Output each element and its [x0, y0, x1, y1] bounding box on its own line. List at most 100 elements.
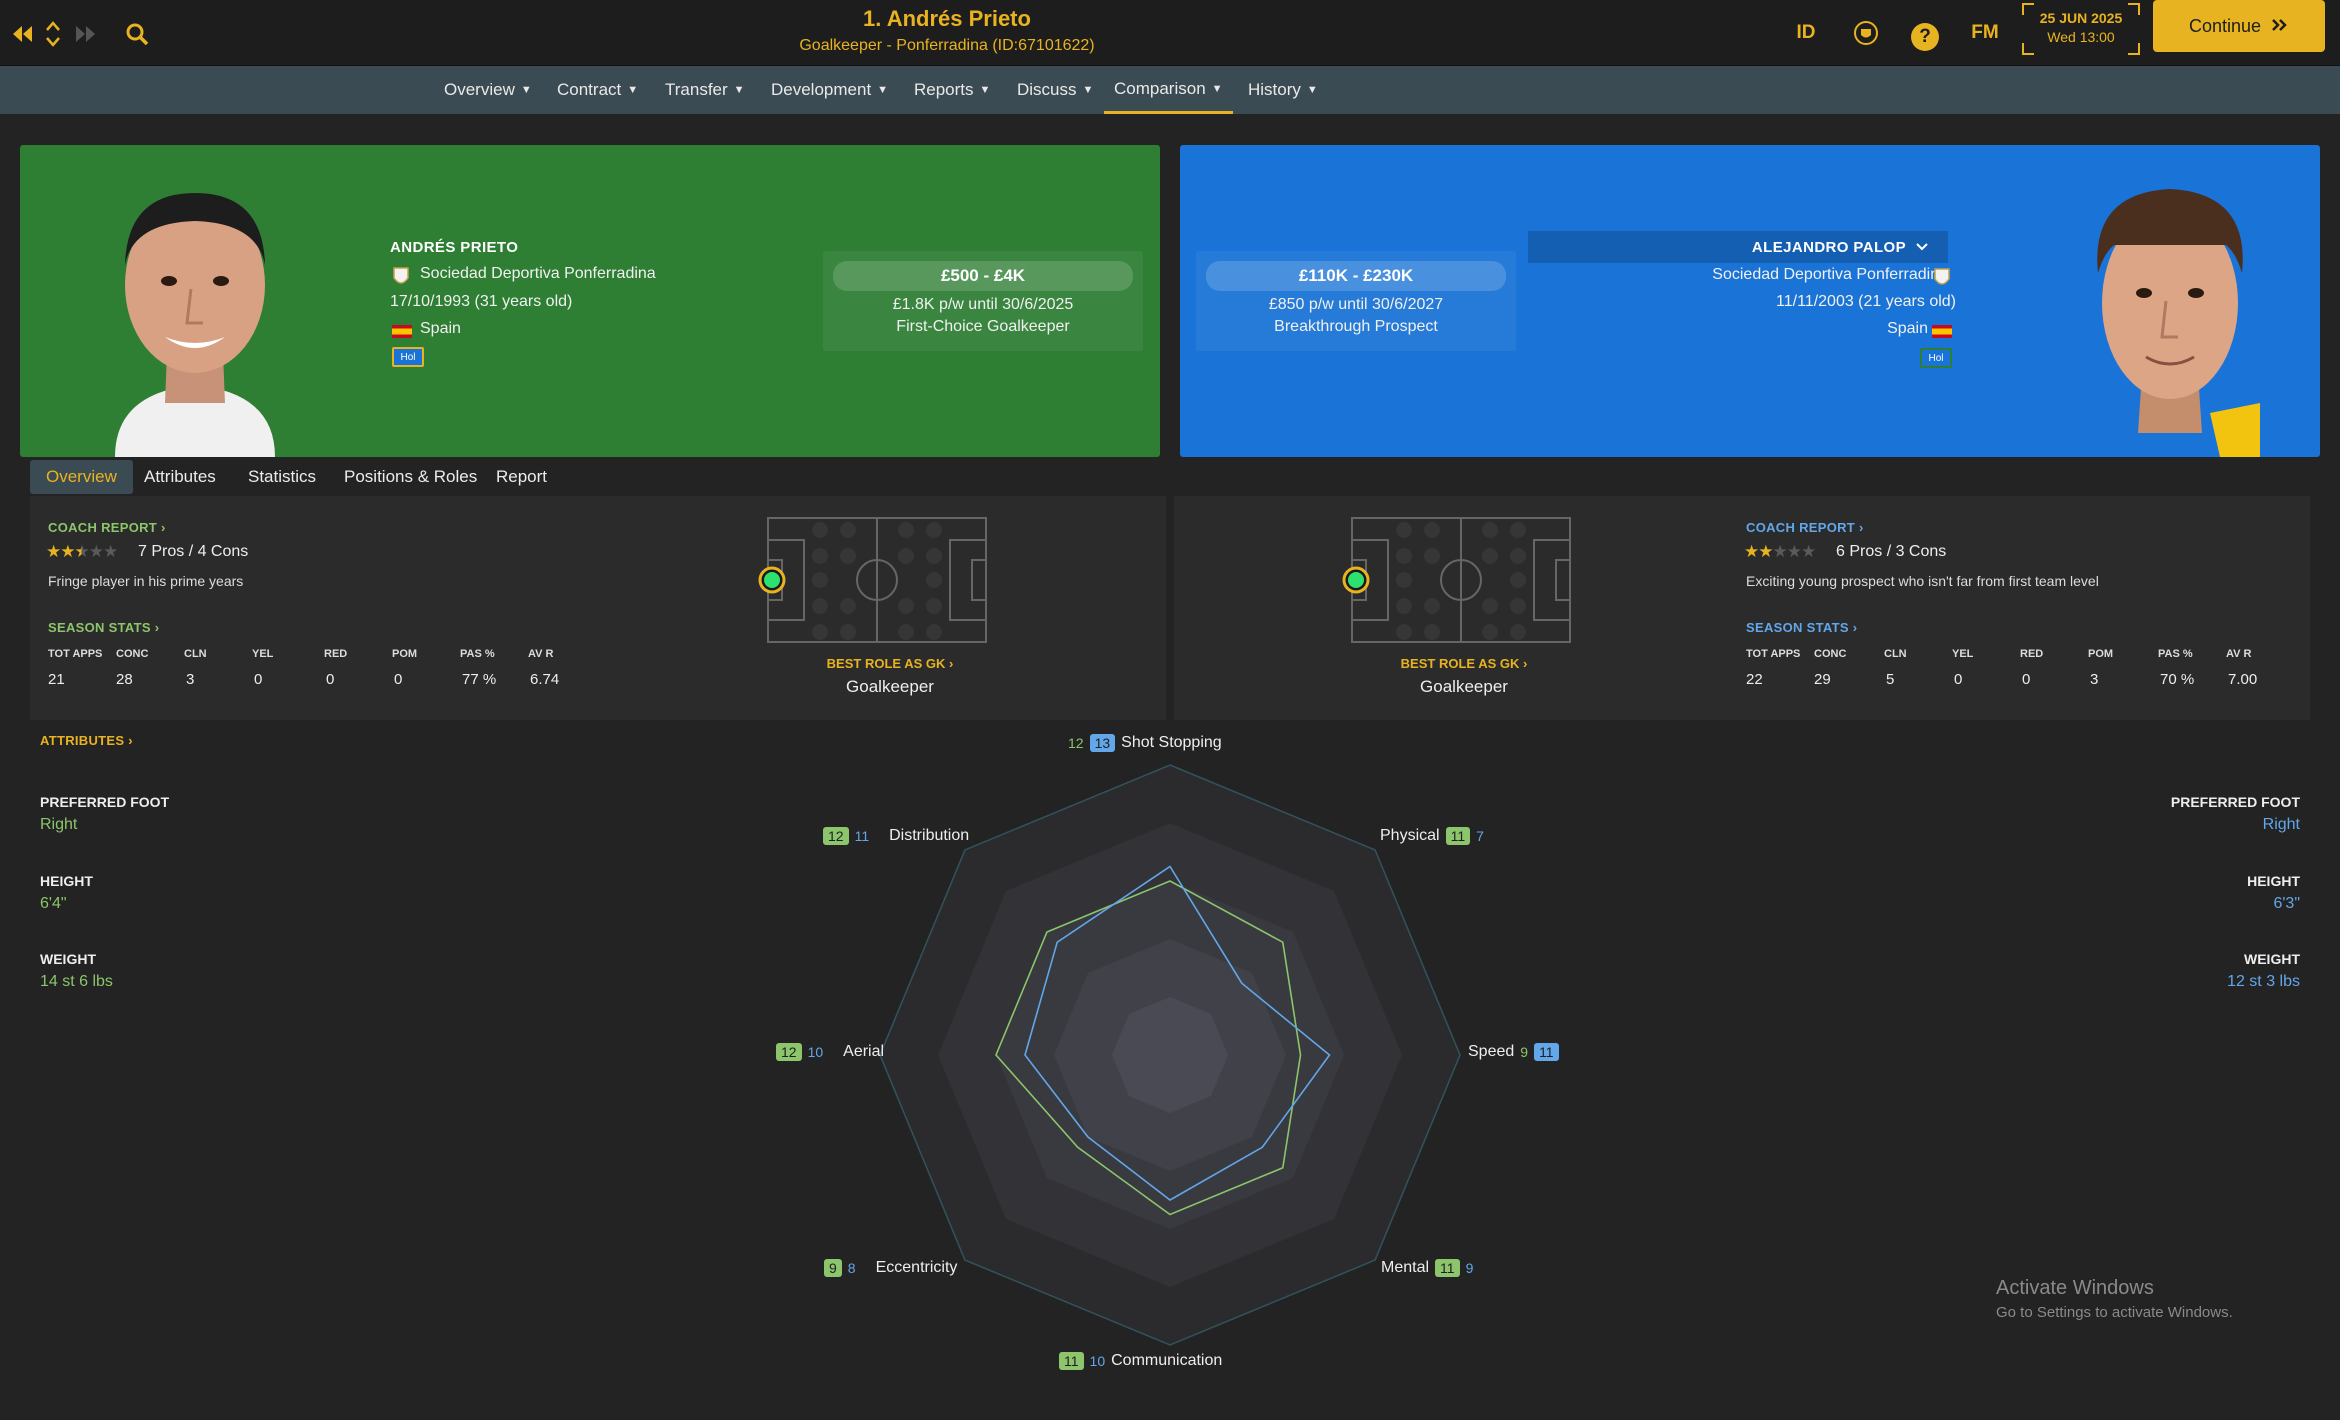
axis-label-mental[interactable]: Mental 11 9 — [1381, 1259, 1473, 1277]
weight-label: WEIGHT — [2244, 951, 2300, 967]
nav-discuss[interactable]: Discuss ▼ — [1017, 66, 1093, 114]
nav-history[interactable]: History ▼ — [1248, 66, 1318, 114]
best-role-link[interactable]: BEST ROLE AS GK › — [1400, 656, 1528, 671]
watermark-title: Activate Windows — [1996, 1277, 2154, 1299]
nav-development[interactable]: Development ▼ — [771, 66, 888, 114]
best-role-link[interactable]: BEST ROLE AS GK › — [826, 656, 954, 671]
axis-label-physical[interactable]: Physical 11 7 — [1380, 827, 1484, 845]
pros-cons[interactable]: 7 Pros / 4 Cons — [138, 543, 249, 560]
continue-label: Continue — [2188, 15, 2262, 36]
player-name: ALEJANDRO PALOP — [1751, 238, 1906, 256]
weight-value: 12 st 3 lbs — [2227, 973, 2300, 990]
left-value: 12 — [1068, 735, 1084, 751]
wage-box: £110K - £230K £850 p/w until 30/6/2027 B… — [1196, 251, 1516, 351]
subtab-overview[interactable]: Overview — [30, 460, 133, 494]
season-stats-link[interactable]: SEASON STATS › — [48, 620, 160, 635]
search-icon[interactable] — [122, 14, 152, 54]
player-club[interactable]: Sociedad Deportiva Ponferradina — [1712, 266, 1948, 283]
page-title: 1. Andrés Prieto — [863, 6, 1031, 31]
stat-header: YEL — [1952, 648, 1974, 660]
position-pitch[interactable] — [750, 516, 990, 646]
continue-button[interactable]: Continue — [2153, 0, 2325, 52]
height-value: 6'3" — [2273, 895, 2300, 912]
right-value: 11 — [854, 828, 870, 844]
right-value: 10 — [1089, 1353, 1106, 1369]
preferred-foot-label: PREFERRED FOOT — [40, 794, 170, 810]
preferred-foot-label: PREFERRED FOOT — [2170, 794, 2300, 810]
right-value-badge: 11 — [1534, 1043, 1559, 1061]
help-icon[interactable]: ? — [1911, 22, 1939, 51]
chevron-down-icon: ▼ — [733, 84, 745, 96]
coach-report-link[interactable]: COACH REPORT › — [1746, 520, 1864, 535]
subtab-attributes[interactable]: Attributes — [144, 467, 216, 486]
axis-label-eccentricity[interactable]: 9 8 Eccentricity — [824, 1259, 957, 1277]
nav-comparison[interactable]: Comparison ▼ — [1104, 66, 1233, 114]
player-name[interactable]: ANDRÉS PRIETO — [390, 239, 519, 256]
chevron-down-icon: ▼ — [520, 84, 532, 96]
chevron-down-icon: ▼ — [877, 84, 889, 96]
chevron-down-icon: ▼ — [627, 84, 639, 96]
attributes-link[interactable]: ATTRIBUTES › — [40, 733, 133, 748]
subtab-report[interactable]: Report — [496, 467, 548, 486]
axis-label-communication[interactable]: 11 10 Communication — [1059, 1352, 1222, 1370]
axis-label-speed[interactable]: Speed 9 11 — [1468, 1043, 1559, 1061]
player-club[interactable]: Sociedad Deportiva Ponferradina — [420, 265, 656, 282]
axis-label-shot-stopping[interactable]: 12 13 Shot Stopping — [1068, 734, 1222, 752]
pros-cons[interactable]: 6 Pros / 3 Cons — [1836, 543, 1947, 560]
player-photo — [115, 193, 275, 457]
stat-header: POM — [2088, 648, 2114, 660]
axis-label-distribution[interactable]: 12 11 Distribution — [823, 827, 969, 845]
best-role[interactable]: Goalkeeper — [1420, 677, 1508, 696]
stat-header: CONC — [116, 648, 149, 660]
coach-description: Fringe player in his prime years — [48, 573, 244, 589]
right-value: 9 — [1465, 1260, 1474, 1276]
club-crest-icon[interactable] — [1850, 12, 1882, 54]
nav-contract[interactable]: Contract ▼ — [557, 66, 638, 114]
right-value-badge: 13 — [1089, 734, 1116, 752]
stat-header: AV R — [528, 648, 554, 660]
club-crest-icon — [1933, 267, 1951, 294]
position-pitch[interactable] — [1334, 516, 1574, 646]
stat-header: RED — [2020, 648, 2044, 660]
page-subtitle[interactable]: Goalkeeper - Ponferradina (ID:67101622) — [799, 37, 1095, 54]
season-stats-link[interactable]: SEASON STATS › — [1746, 620, 1858, 635]
stat-header: RED — [324, 648, 348, 660]
weight-value: 14 st 6 lbs — [40, 973, 113, 990]
axis-name: Physical — [1380, 827, 1440, 844]
back-icon[interactable] — [8, 14, 36, 54]
nav-label: Development — [771, 80, 872, 99]
left-value-badge: 12 — [776, 1043, 802, 1061]
radar-series-right[interactable] — [1024, 865, 1331, 1201]
right-value: 10 — [807, 1044, 824, 1060]
id-button[interactable]: ID — [1796, 22, 1816, 43]
nav-reports[interactable]: Reports ▼ — [914, 66, 990, 114]
stat-value: 0 — [326, 671, 335, 688]
stat-value: 3 — [2090, 671, 2099, 688]
best-role[interactable]: Goalkeeper — [846, 677, 934, 696]
wage-box: £500 - £4K £1.8K p/w until 30/6/2025 Fir… — [823, 251, 1143, 351]
nav-overview[interactable]: Overview ▼ — [444, 66, 532, 114]
coach-description: Exciting young prospect who isn't far fr… — [1746, 573, 2099, 589]
player-dob: 11/11/2003 (21 years old) — [1776, 293, 1956, 310]
help-button[interactable]: ? — [1910, 12, 1940, 54]
coach-report-link[interactable]: COACH REPORT › — [48, 520, 166, 535]
nav-transfer[interactable]: Transfer ▼ — [665, 66, 745, 114]
player-select-dropdown[interactable]: ALEJANDRO PALOP — [1528, 231, 1948, 263]
forward-icon[interactable] — [72, 14, 100, 54]
date-display[interactable]: 25 JUN 2025 Wed 13:00 — [2022, 3, 2140, 55]
axis-name: Aerial — [843, 1043, 885, 1060]
subtab-statistics[interactable]: Statistics — [248, 467, 317, 486]
coach-report-title: COACH REPORT — [48, 520, 158, 535]
nav-label: Transfer — [665, 80, 728, 99]
subtab-positions-roles[interactable]: Positions & Roles — [344, 467, 478, 486]
axis-label-aerial[interactable]: 12 10 Aerial — [776, 1043, 884, 1061]
radar-series-left[interactable] — [995, 880, 1302, 1216]
up-down-arrows-icon[interactable] — [42, 14, 64, 54]
windows-activation-watermark: Activate Windows Go to Settings to activ… — [1996, 1277, 2233, 1321]
chevron-down-icon: ▼ — [1082, 84, 1094, 96]
fm-logo[interactable]: FM — [1971, 22, 1999, 43]
double-chevron-right-icon — [2271, 16, 2289, 37]
spain-flag-icon — [1932, 325, 1952, 343]
player-nationality: Spain — [420, 320, 461, 337]
stat-header: CLN — [184, 648, 207, 660]
